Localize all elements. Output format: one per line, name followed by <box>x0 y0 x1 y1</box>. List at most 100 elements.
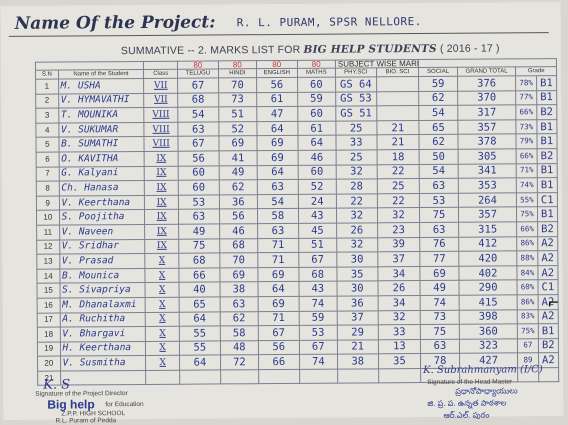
percent-cell: 86% <box>517 236 538 251</box>
biosci-cell <box>376 105 420 121</box>
biosci-cell: 32 <box>377 310 421 325</box>
class-cell: IX <box>144 194 179 210</box>
header-phy-sci: PHY.SCI <box>335 67 377 78</box>
hindi-cell: 49 <box>218 165 258 181</box>
physci-cell: 30 <box>336 281 378 297</box>
class-cell: X <box>145 326 180 342</box>
heading-suffix: ( 2016 - 17 ) <box>439 42 500 55</box>
english-cell: 69 <box>256 135 298 151</box>
biosci-cell: 22 <box>376 193 420 209</box>
hindi-cell: 51 <box>218 106 257 122</box>
biosci-cell: 39 <box>377 237 421 252</box>
grade-cell: C1 <box>537 192 558 208</box>
hindi-cell: 62 <box>219 311 259 327</box>
name-cell <box>60 370 146 386</box>
telugu-cell: 64 <box>179 311 220 327</box>
telugu-cell: 56 <box>178 150 219 166</box>
header-sn: S.N <box>35 70 59 80</box>
social-cell: 50 <box>419 149 458 165</box>
percent-cell: 83% <box>517 309 538 324</box>
heading-emphasis: BIG HELP STUDENTS <box>303 42 437 56</box>
max-marks-hindi: 80 <box>218 60 257 69</box>
percent-cell: 78% <box>515 75 537 91</box>
class-cell: IX <box>144 224 179 239</box>
social-cell: 62 <box>419 90 458 106</box>
name-cell: S. Poojitha <box>59 209 145 225</box>
project-name: R. L. PURAM, SPSR NELLORE. <box>236 15 422 30</box>
biosci-cell: 25 <box>376 178 420 194</box>
name-cell: V. HYMAVATHI <box>58 93 145 109</box>
english-cell <box>258 369 300 385</box>
name-cell: T. MOUNIKA <box>58 107 145 123</box>
percent-cell: 71% <box>516 163 537 179</box>
social-cell: 63 <box>419 178 459 194</box>
class-cell: VIII <box>144 107 178 123</box>
name-cell: V. Keerthana <box>58 195 145 211</box>
social-cell: 59 <box>418 76 458 92</box>
total-cell: 315 <box>458 221 518 237</box>
total-cell: 376 <box>457 75 516 91</box>
biosci-cell <box>376 76 420 92</box>
social-cell: 75 <box>419 207 459 223</box>
grade-cell: B1 <box>536 119 557 135</box>
maths-cell: 74 <box>299 354 338 370</box>
total-cell: 360 <box>458 323 518 339</box>
grade-cell: A2 <box>537 236 558 251</box>
biosci-cell: 21 <box>376 120 420 136</box>
english-cell: 56 <box>258 340 300 355</box>
telugu-cell: 75 <box>178 238 220 254</box>
sn-cell: 3 <box>35 108 59 123</box>
total-cell: 341 <box>457 163 517 179</box>
social-cell: 76 <box>420 236 459 252</box>
hindi-cell: 69 <box>219 267 258 283</box>
physci-cell: 22 <box>336 193 377 209</box>
english-cell: 56 <box>256 77 298 93</box>
max-marks-telugu: 80 <box>177 60 219 70</box>
physci-cell: 32 <box>336 164 377 180</box>
stamp-place: R.L. Puram of Pedda <box>55 417 117 425</box>
header-maths: MATHS <box>297 68 336 78</box>
maths-cell: 51 <box>298 237 337 253</box>
subject-group-label: SUBJECT WISE MARKS <box>335 59 419 69</box>
header-grade: Grade <box>515 66 557 76</box>
telugu-cell: 63 <box>177 121 219 137</box>
grade-cell: B1 <box>536 177 558 193</box>
sn-cell: 2 <box>35 93 59 109</box>
physci-cell: 38 <box>337 354 379 369</box>
project-title-label: Name Of the Project: <box>14 12 216 34</box>
grade-cell: B2 <box>536 104 557 120</box>
hindi-cell <box>220 369 259 385</box>
header-bio-sci: BIO. SCI <box>376 67 419 77</box>
sn-cell: 12 <box>36 239 60 255</box>
telugu-cell: 60 <box>178 165 219 181</box>
percent-cell: 84% <box>517 265 538 281</box>
total-cell: 317 <box>457 105 517 121</box>
maths-cell: 60 <box>297 164 337 180</box>
header-english: ENGLISH <box>256 68 298 78</box>
total-cell: 378 <box>457 134 517 150</box>
percent-cell: 79% <box>516 134 537 149</box>
maths-cell: 46 <box>297 150 337 165</box>
hindi-cell: 68 <box>219 238 258 254</box>
header-hindi: HINDI <box>218 68 257 78</box>
maths-cell: 59 <box>298 310 338 326</box>
grade-cell: A2 <box>537 265 558 281</box>
biosci-cell: 26 <box>377 280 421 296</box>
hindi-cell: 46 <box>219 223 258 239</box>
telugu-stamp-line-2: జి. ప్ర. ప. ఉన్నత పాఠశాల <box>427 398 507 408</box>
class-cell: X <box>145 267 180 283</box>
grade-cell: B1 <box>536 90 557 105</box>
marks-table: 80 80 80 80 SUBJECT WISE MARKS S.N Name o… <box>35 58 559 386</box>
sn-cell: 18 <box>37 327 60 342</box>
max-marks-maths: 80 <box>297 60 336 69</box>
max-marks-blank <box>143 61 178 70</box>
name-cell: V. Susmitha <box>60 355 146 371</box>
percent-cell: 55% <box>516 192 538 208</box>
percent-cell: 60% <box>517 280 538 295</box>
english-cell: 64 <box>256 121 298 137</box>
grade-cell: B1 <box>537 323 559 339</box>
social-cell: 54 <box>419 105 458 121</box>
class-cell <box>145 370 180 385</box>
header-telugu: TELUGU <box>177 68 219 79</box>
